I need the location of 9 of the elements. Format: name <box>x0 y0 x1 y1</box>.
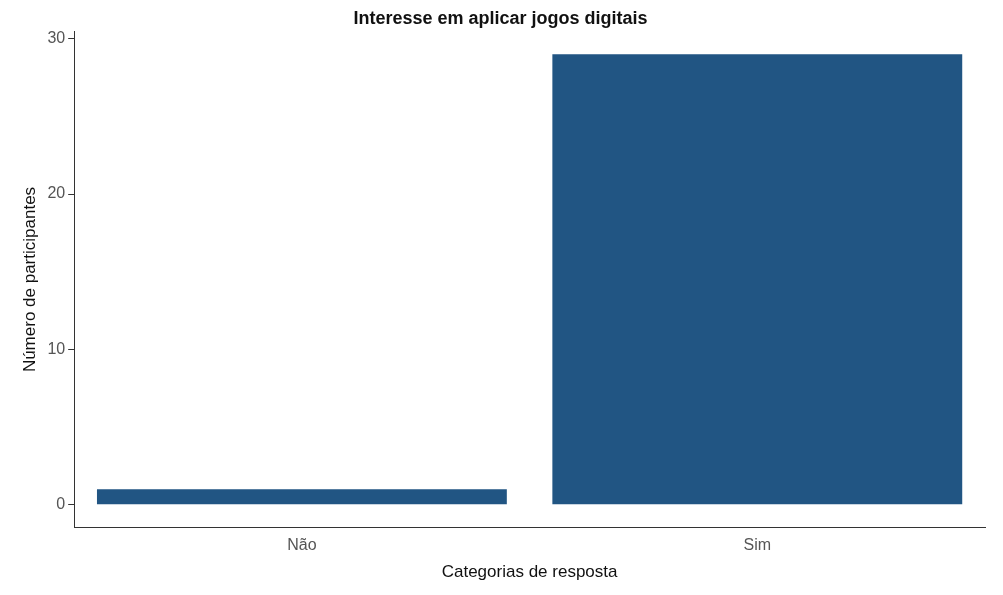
x-tick-label: Sim <box>743 536 772 554</box>
y-axis-title: Número de participantes <box>19 186 39 373</box>
x-tick-label: Não <box>287 536 317 554</box>
y-tick-label: 10 <box>47 339 66 357</box>
y-tick-label: 0 <box>56 495 66 513</box>
x-axis-title: Categorias de resposta <box>441 562 619 582</box>
chart-title: Interesse em aplicar jogos digitais <box>353 7 648 28</box>
y-tick-label: 30 <box>47 29 66 46</box>
y-tick-label: 20 <box>47 184 66 202</box>
